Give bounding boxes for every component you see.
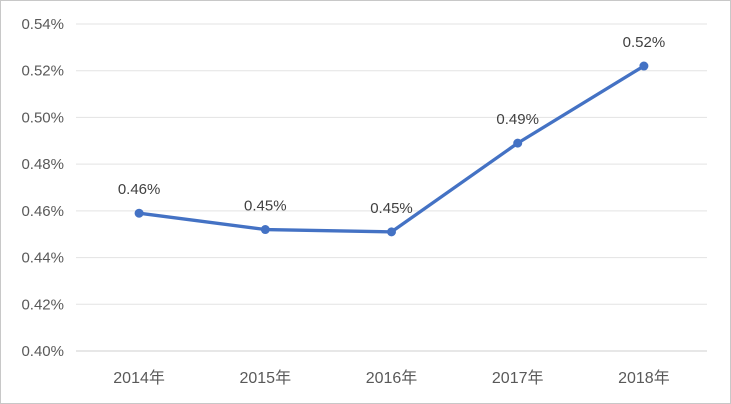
data-point-label: 0.45% — [370, 200, 413, 217]
data-point-label: 0.45% — [244, 198, 287, 215]
data-point-marker — [513, 138, 523, 148]
y-axis-tick-label: 0.46% — [21, 203, 64, 220]
y-axis-tick-label: 0.48% — [21, 156, 64, 173]
data-point-label: 0.46% — [118, 181, 161, 198]
data-point-marker — [639, 61, 649, 71]
y-axis-tick-label: 0.50% — [21, 109, 64, 126]
y-axis-tick-label: 0.44% — [21, 250, 64, 267]
y-axis-tick-label: 0.42% — [21, 296, 64, 313]
data-point-label: 0.52% — [623, 34, 666, 51]
y-axis-tick-label: 0.52% — [21, 63, 64, 80]
x-axis-tick-label: 2016年 — [366, 369, 418, 387]
data-point-marker — [387, 227, 396, 237]
x-axis-tick-label: 2014年 — [113, 369, 165, 387]
y-axis-tick-label: 0.54% — [21, 16, 64, 33]
data-point-marker — [134, 208, 144, 218]
x-axis-tick-label: 2015年 — [239, 369, 291, 387]
data-point-label: 0.49% — [496, 111, 539, 128]
data-point-marker — [260, 225, 270, 235]
y-axis-tick-label: 0.40% — [21, 343, 64, 360]
x-axis-tick-label: 2017年 — [492, 369, 544, 387]
x-axis-tick-label: 2018年 — [618, 369, 670, 387]
